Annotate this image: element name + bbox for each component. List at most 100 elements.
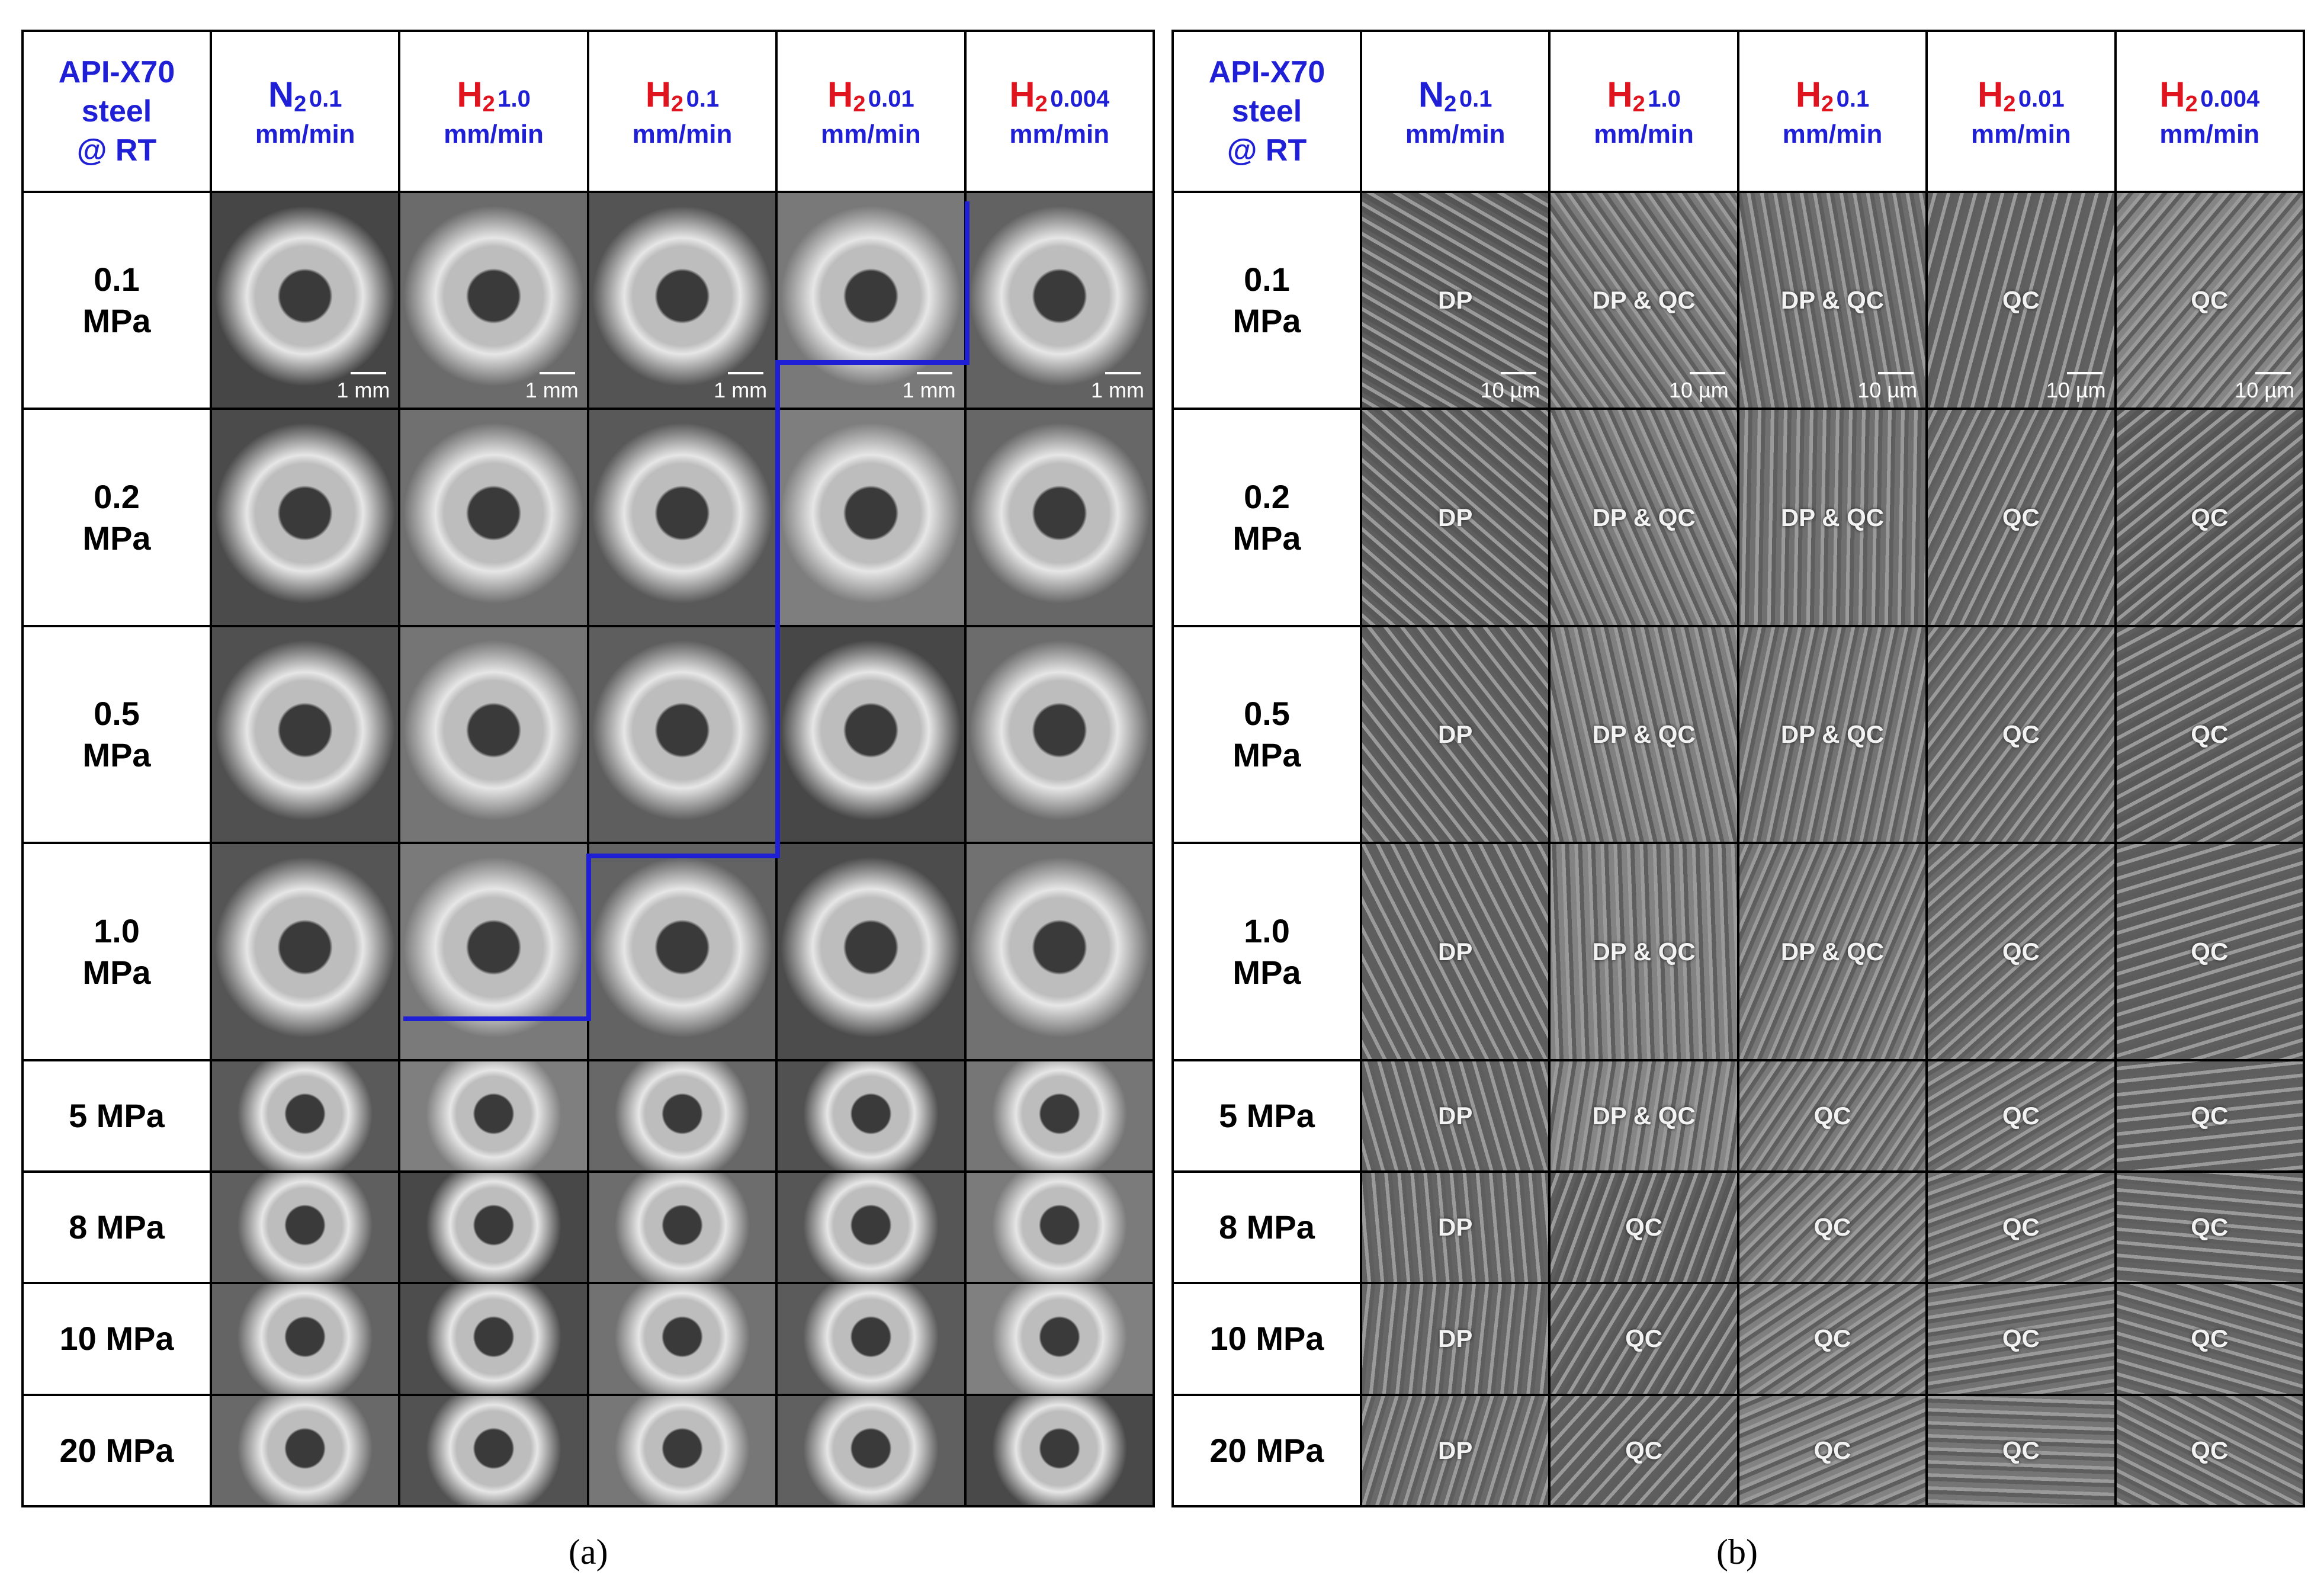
sem-image: DP [1359, 408, 1551, 627]
sem-image: DP & QC [1548, 1058, 1739, 1173]
sem-texture [1929, 628, 2113, 841]
column-header-gas-line: H2 0.004 [967, 74, 1153, 117]
sem-texture [1363, 1174, 1548, 1281]
column-header-5: H2 0.004 mm/min [964, 30, 1155, 193]
fractograph-image [398, 842, 589, 1061]
scale-bar: 1 mm [1091, 372, 1144, 403]
sem-image: DP & QC [1548, 624, 1739, 845]
fractograph-image [775, 1393, 967, 1508]
rate-unit: mm/min [821, 119, 921, 149]
pressure-row: 1.0 MPa DP DP & QC DP & QC QC QC [1171, 842, 2306, 1061]
specimen-photo [213, 1062, 397, 1170]
pressure-label-line2: MPa [82, 519, 151, 557]
fractograph-image [775, 408, 967, 627]
sem-texture [1363, 194, 1548, 407]
pressure-label: 10 MPa [1171, 1282, 1362, 1396]
sem-image: QC [2114, 408, 2306, 627]
sem-image: QC 10 µm [1925, 190, 2117, 410]
gas-symbol: N [268, 74, 294, 114]
sem-image: DP & QC [1736, 624, 1928, 845]
specimen-photo [967, 1285, 1151, 1393]
gas-label: H2 [1978, 75, 2016, 117]
displacement-rate: 0.1 [686, 85, 720, 112]
corner-header-line: API-X70 [58, 55, 175, 89]
sem-image: QC [2114, 1058, 2306, 1173]
fractograph-image [964, 1058, 1155, 1173]
header-row: API-X70 steel @ RT N2 0.1 mm/min H2 1.0 mm/min… [21, 30, 1155, 193]
rate-unit: mm/min [1594, 119, 1694, 149]
fractograph-image [775, 842, 967, 1061]
fracture-mode-label: QC [2002, 937, 2040, 965]
displacement-rate: 0.1 [1459, 85, 1492, 112]
sem-image: QC [1925, 1170, 2117, 1285]
scale-bar: 10 µm [1857, 372, 1917, 403]
corner-header-line: @ RT [1227, 133, 1307, 168]
fractograph-image: 1 mm [398, 190, 589, 410]
gas-subscript: 2 [2003, 91, 2016, 117]
gas-subscript: 2 [294, 91, 307, 117]
sem-texture [1929, 194, 2113, 407]
gas-label: N2 [268, 74, 307, 117]
fractograph-image [586, 408, 778, 627]
scale-bar-label: 1 mm [902, 378, 956, 403]
gas-label: H2 [1009, 75, 1047, 117]
specimen-photo [402, 1062, 586, 1170]
scale-bar: 1 mm [336, 372, 390, 403]
pressure-row: 1.0 MPa [21, 842, 1155, 1061]
scale-bar-label: 1 mm [525, 378, 579, 403]
gas-symbol: H [645, 74, 672, 114]
rate-unit: mm/min [1971, 119, 2071, 149]
panel-b-caption: (b) [1716, 1532, 1758, 1571]
sem-texture [1552, 628, 1736, 841]
fracture-mode-label: QC [2191, 286, 2229, 315]
rate-unit: mm/min [444, 119, 544, 149]
sem-texture [1552, 411, 1736, 624]
sem-image: DP & QC [1548, 842, 1739, 1061]
column-header-gas-line: H2 1.0 [400, 74, 586, 117]
displacement-rate: 0.004 [1050, 85, 1110, 112]
fracture-mode-label: QC [2191, 1436, 2229, 1464]
fractograph-image [586, 1058, 778, 1173]
pressure-label-line1: 5 MPa [69, 1096, 165, 1134]
gas-symbol: H [1795, 74, 1822, 114]
rate-unit: mm/min [1405, 119, 1506, 149]
fractograph-image [964, 1170, 1155, 1285]
sem-image: DP & QC 10 µm [1548, 190, 1739, 410]
fracture-mode-label: DP & QC [1592, 1101, 1696, 1130]
fracture-mode-label: QC [1813, 1101, 1851, 1130]
pressure-label-line2: MPa [82, 302, 151, 340]
sem-texture [2117, 1285, 2301, 1393]
fracture-mode-label: QC [1625, 1436, 1663, 1464]
fracture-mode-label: QC [2191, 1324, 2229, 1353]
specimen-photo [779, 411, 963, 624]
scale-bar-label: 10 µm [1669, 378, 1729, 403]
fracture-mode-label: QC [2191, 937, 2229, 965]
fracture-mode-label: DP & QC [1592, 720, 1696, 749]
pressure-label-line1: 1.0 [1244, 912, 1290, 950]
scale-bar: 1 mm [525, 372, 579, 403]
pressure-label-line1: 8 MPa [1219, 1208, 1315, 1246]
gas-label: H2 [1607, 75, 1645, 117]
corner-header-line: steel [1231, 94, 1302, 129]
fractograph-image [586, 842, 778, 1061]
gas-subscript: 2 [1821, 91, 1834, 117]
sem-image: QC [2114, 624, 2306, 845]
fracture-mode-label: DP & QC [1592, 286, 1696, 315]
fractograph-image [775, 1282, 967, 1396]
gas-label: H2 [2159, 75, 2197, 117]
header-row: API-X70 steel @ RT N2 0.1 mm/min H2 1.0 mm/min… [1171, 30, 2306, 193]
sem-texture [1552, 1285, 1736, 1393]
fractograph-image [398, 1393, 589, 1508]
scale-bar: 10 µm [1481, 372, 1540, 403]
fractograph-image [209, 624, 401, 845]
specimen-photo [402, 845, 586, 1058]
sem-image: DP [1359, 1282, 1551, 1396]
fracture-mode-label: QC [2191, 720, 2229, 749]
pressure-label-line1: 8 MPa [69, 1208, 165, 1246]
sem-image: QC [2114, 1170, 2306, 1285]
gas-symbol: H [457, 74, 483, 114]
sem-texture [2117, 845, 2301, 1058]
sem-image: DP & QC [1736, 408, 1928, 627]
sem-texture [1740, 1285, 1925, 1393]
sem-image: QC [1548, 1282, 1739, 1396]
